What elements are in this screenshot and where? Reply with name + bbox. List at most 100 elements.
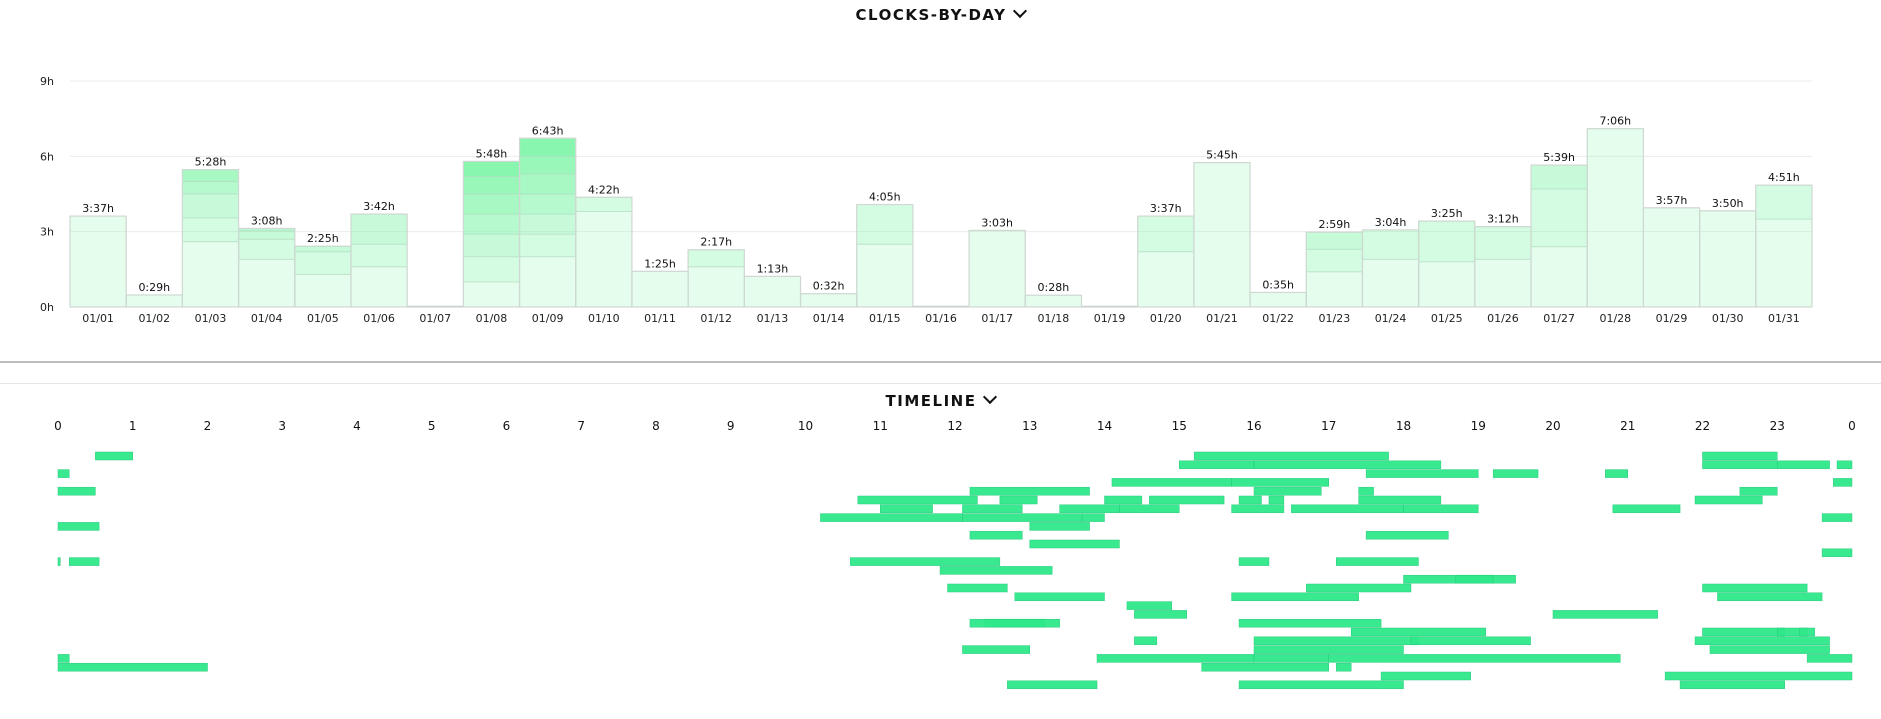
timeline-session-bar: [1029, 539, 1120, 549]
bar: [1755, 184, 1813, 308]
timeline-title[interactable]: TIMELINE: [0, 389, 1881, 410]
x-tick-label: 01/25: [1431, 312, 1463, 325]
bar-segment: [462, 233, 520, 258]
x-tick-label: 01/18: [1038, 312, 1070, 325]
hour-tick-label: 5: [428, 419, 436, 433]
x-tick-label: 01/03: [195, 312, 227, 325]
bar-segment: [1474, 258, 1532, 308]
bar-segment: [1755, 218, 1813, 308]
bar-segment: [575, 211, 633, 308]
data-label: 5:45h: [1206, 149, 1238, 162]
timeline-session-bar: [1350, 627, 1486, 637]
data-label: 3:42h: [363, 200, 395, 213]
timeline-session-bar: [1335, 557, 1419, 566]
bar-segment: [181, 169, 239, 182]
bar-segment: [462, 256, 520, 283]
hour-tick-label: 15: [1172, 419, 1187, 433]
timeline-session-bar: [1253, 486, 1322, 496]
bar-segment: [1418, 220, 1476, 263]
data-label: 7:06h: [1599, 115, 1631, 128]
hour-tick-label: 11: [873, 419, 888, 433]
hour-tick-label: 8: [652, 419, 660, 433]
y-tick-label: 3h: [40, 226, 54, 239]
data-label: 3:50h: [1712, 197, 1744, 210]
timeline-session-bar: [1365, 530, 1449, 540]
data-label: 3:04h: [1375, 216, 1407, 229]
hour-tick-label: 21: [1620, 419, 1635, 433]
timeline-session-bar: [1253, 460, 1442, 470]
bar-segment: [1474, 226, 1532, 260]
hour-tick-label: 0: [54, 419, 62, 433]
timeline-session-bar: [1806, 654, 1853, 663]
x-tick-label: 01/08: [476, 312, 508, 325]
x-tick-label: 01/06: [363, 312, 395, 325]
hour-tick-label: 12: [947, 419, 962, 433]
hour-tick-label: 9: [727, 419, 735, 433]
bar-segment: [1362, 258, 1420, 308]
x-tick-label: 01/30: [1712, 312, 1744, 325]
timeline-session-bar: [1029, 522, 1090, 531]
section-divider-light: [0, 383, 1881, 384]
timeline-session-bar: [1238, 495, 1262, 505]
timeline-session-bar: [1717, 592, 1823, 602]
timeline-session-bar: [1777, 460, 1830, 470]
bar: [743, 275, 802, 308]
timeline-session-bar: [1612, 504, 1681, 514]
data-label: 3:37h: [82, 202, 114, 215]
bar-segment: [238, 230, 296, 240]
x-tick-label: 01/27: [1543, 312, 1575, 325]
x-tick-label: 01/26: [1487, 312, 1519, 325]
data-label: 0:32h: [813, 280, 845, 293]
bar: [350, 213, 408, 308]
timeline-session-bar: [1306, 583, 1412, 593]
timeline-session-bar: [1014, 592, 1105, 602]
timeline-session-bar: [1328, 654, 1621, 663]
data-label: 5:48h: [476, 147, 508, 160]
timeline-session-bar: [1119, 504, 1180, 514]
bar-segment: [856, 204, 914, 245]
timeline-session-bar: [969, 618, 1060, 628]
data-label: 0:35h: [1262, 278, 1294, 291]
x-tick-label: 01/07: [419, 312, 451, 325]
timeline-session-bar: [1821, 513, 1853, 522]
bar-segment: [1530, 246, 1588, 308]
data-label: 4:22h: [588, 183, 620, 196]
bar-segment: [125, 294, 183, 308]
data-label: 0:29h: [138, 281, 170, 294]
data-label: 3:25h: [1431, 207, 1463, 220]
timeline-session-bar: [1821, 548, 1853, 558]
timeline-session-bar: [1134, 610, 1187, 619]
timeline-session-bar: [1081, 513, 1105, 522]
timeline-session-bar: [1358, 486, 1374, 496]
bar: [856, 203, 914, 308]
bar-segment: [519, 256, 577, 308]
bar-segment: [687, 249, 745, 268]
timeline-session-bar: [1365, 469, 1479, 478]
timeline-session-bar: [880, 504, 933, 514]
bar-segment: [1643, 207, 1701, 308]
timeline-session-bar: [1799, 627, 1815, 637]
clocks-by-day-title[interactable]: CLOCKS-BY-DAY: [0, 3, 1881, 24]
hour-tick-label: 20: [1545, 419, 1560, 433]
timeline-session-bar: [1380, 671, 1472, 681]
hour-tick-label: 0: [1848, 419, 1856, 433]
hour-tick-label: 3: [278, 419, 286, 433]
timeline-session-bar: [1238, 557, 1270, 566]
timeline-session-bar: [939, 566, 1053, 575]
data-label: 6:43h: [532, 124, 564, 137]
timeline-session-bar: [1702, 460, 1778, 470]
timeline-session-bar: [1253, 645, 1404, 654]
x-tick-label: 01/14: [813, 312, 845, 325]
timeline-session-bar: [969, 530, 1023, 540]
x-tick-label: 01/20: [1150, 312, 1182, 325]
bar-segment: [1137, 251, 1195, 308]
data-label: 5:28h: [195, 156, 227, 169]
x-tick-label: 01/19: [1094, 312, 1126, 325]
hour-tick-label: 19: [1471, 419, 1486, 433]
timeline-session-bar: [57, 654, 70, 663]
hour-tick-label: 1: [129, 419, 137, 433]
x-tick-label: 01/12: [700, 312, 732, 325]
timeline-session-bar: [1702, 627, 1785, 637]
section-divider: [0, 361, 1881, 363]
bar-segment: [1193, 162, 1251, 308]
